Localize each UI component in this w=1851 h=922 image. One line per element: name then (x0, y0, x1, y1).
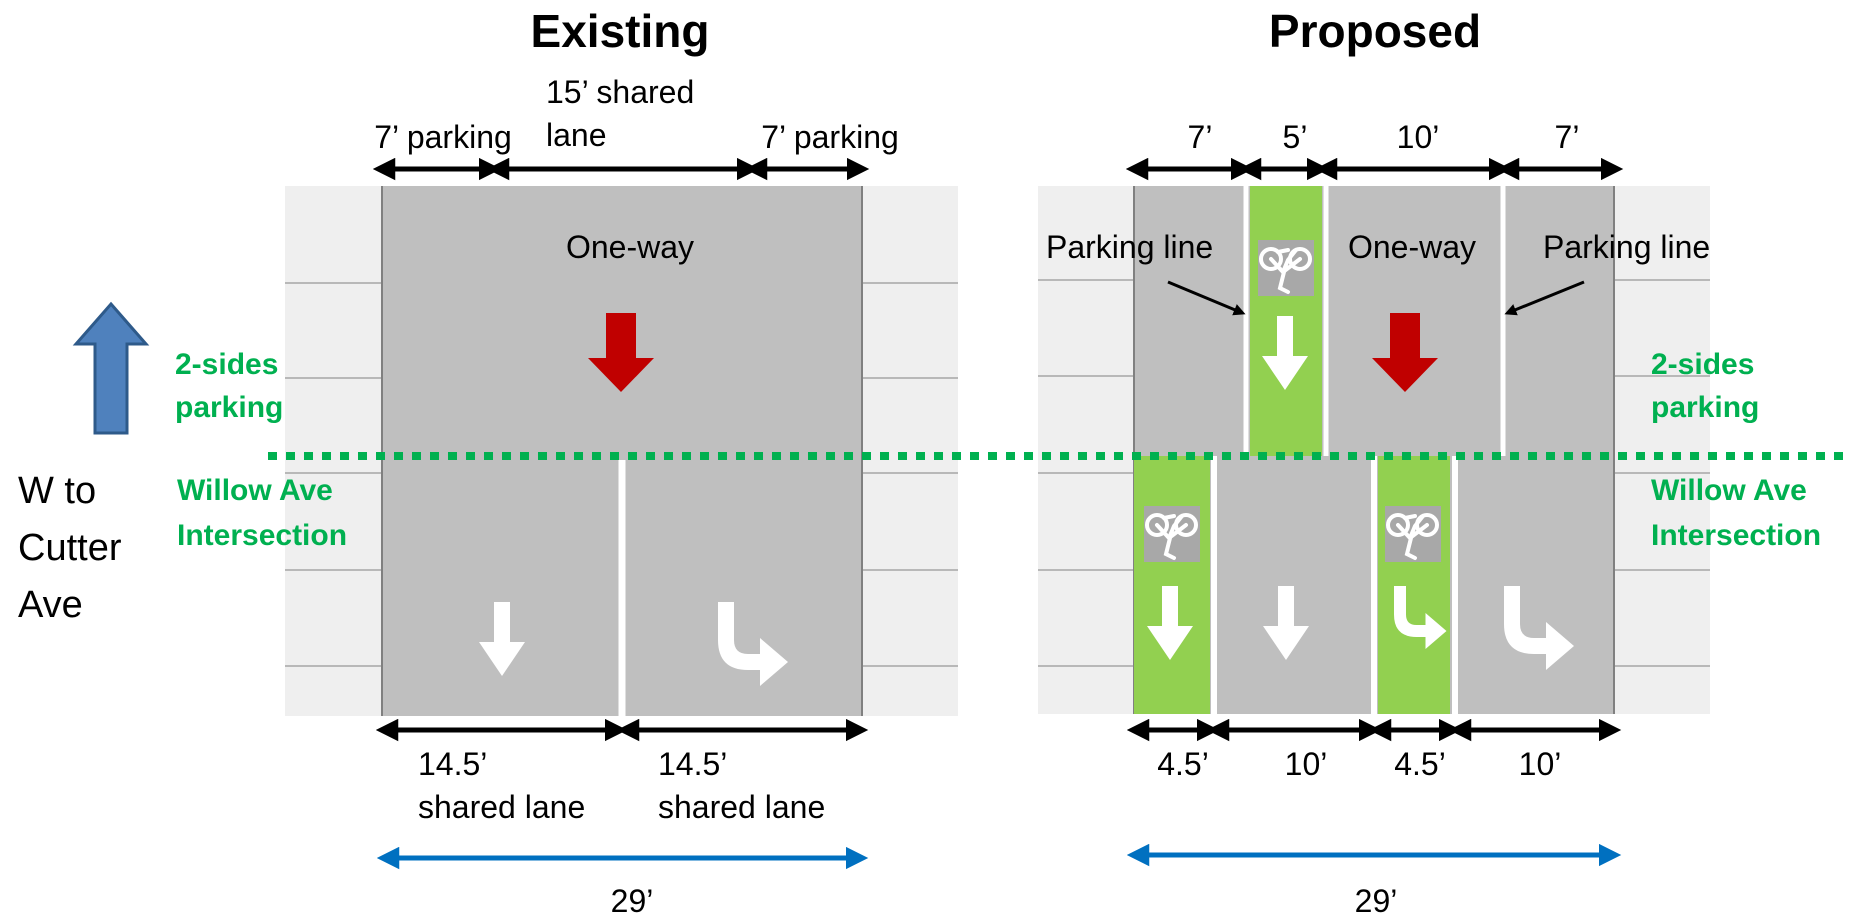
existing-bottom-left-dim: 14.5’ (418, 746, 487, 782)
proposed-parking-line-left-label: Parking line (1046, 229, 1213, 265)
proposed-bike-lane-lower-right (1378, 456, 1450, 714)
red-down-arrow-icon (588, 313, 654, 392)
proposed-top-dim-4: 7’ (1555, 119, 1580, 155)
bicycle-icon (1142, 504, 1202, 564)
existing-panel: Existing 7’ parking 15’ shared lane 7’ p… (285, 5, 958, 919)
side-label-line1: W to (18, 470, 96, 512)
existing-title: Existing (531, 5, 710, 57)
proposed-top-dim-1: 7’ (1188, 119, 1213, 155)
left-intersection-label-line2: Intersection (177, 519, 347, 552)
bicycle-icon (1256, 238, 1316, 298)
right-intersection-label-line2: Intersection (1651, 519, 1821, 552)
proposed-one-way-label: One-way (1348, 229, 1476, 265)
existing-lane-label-line2: lane (546, 117, 607, 153)
right-parking-label-line2: parking (1651, 391, 1759, 424)
right-parking-label-line1: 2-sides (1651, 348, 1754, 381)
left-intersection-label-line1: Willow Ave (177, 474, 333, 507)
left-parking-label-line2: parking (175, 391, 283, 424)
proposed-bike-lane-lower-left (1134, 456, 1210, 714)
left-parking-label-line1: 2-sides (175, 348, 278, 381)
right-intersection-label-line1: Willow Ave (1651, 474, 1807, 507)
proposed-parking-line-right-label: Parking line (1543, 229, 1710, 265)
proposed-bottom-dim-4: 10’ (1519, 746, 1562, 782)
proposed-bottom-dim-1: 4.5’ (1157, 746, 1209, 782)
proposed-bottom-dim-3: 4.5’ (1394, 746, 1446, 782)
proposed-panel: Proposed 7’ 5’ 10’ 7’ (1038, 5, 1710, 919)
proposed-parking-line-right-pointer (1504, 280, 1585, 316)
existing-total-width-label: 29’ (611, 883, 654, 919)
proposed-sidewalk-left (1038, 186, 1134, 714)
proposed-sidewalk-right (1614, 186, 1710, 714)
existing-sidewalk-left (285, 186, 382, 716)
proposed-top-dim-2: 5’ (1283, 119, 1308, 155)
proposed-total-width-label: 29’ (1355, 883, 1398, 919)
side-label-line3: Ave (18, 584, 83, 626)
existing-bottom-right-desc: shared lane (658, 789, 825, 825)
proposed-parking-line-left-pointer (1167, 280, 1246, 316)
north-arrow-icon (72, 301, 150, 435)
proposed-top-dim-3: 10’ (1397, 119, 1440, 155)
existing-parking-left-label: 7’ parking (374, 119, 512, 155)
existing-lane-label-line1: 15’ shared (546, 74, 694, 110)
existing-bottom-right-dim: 14.5’ (658, 746, 727, 782)
side-label-line2: Cutter (18, 527, 122, 569)
bicycle-icon (1383, 504, 1443, 564)
existing-one-way-label: One-way (566, 229, 694, 265)
existing-parking-right-label: 7’ parking (761, 119, 899, 155)
existing-bottom-left-desc: shared lane (418, 789, 585, 825)
existing-sidewalk-right (862, 186, 958, 716)
proposed-bottom-dim-2: 10’ (1285, 746, 1328, 782)
red-down-arrow-icon (1372, 313, 1438, 392)
proposed-title: Proposed (1269, 5, 1481, 57)
